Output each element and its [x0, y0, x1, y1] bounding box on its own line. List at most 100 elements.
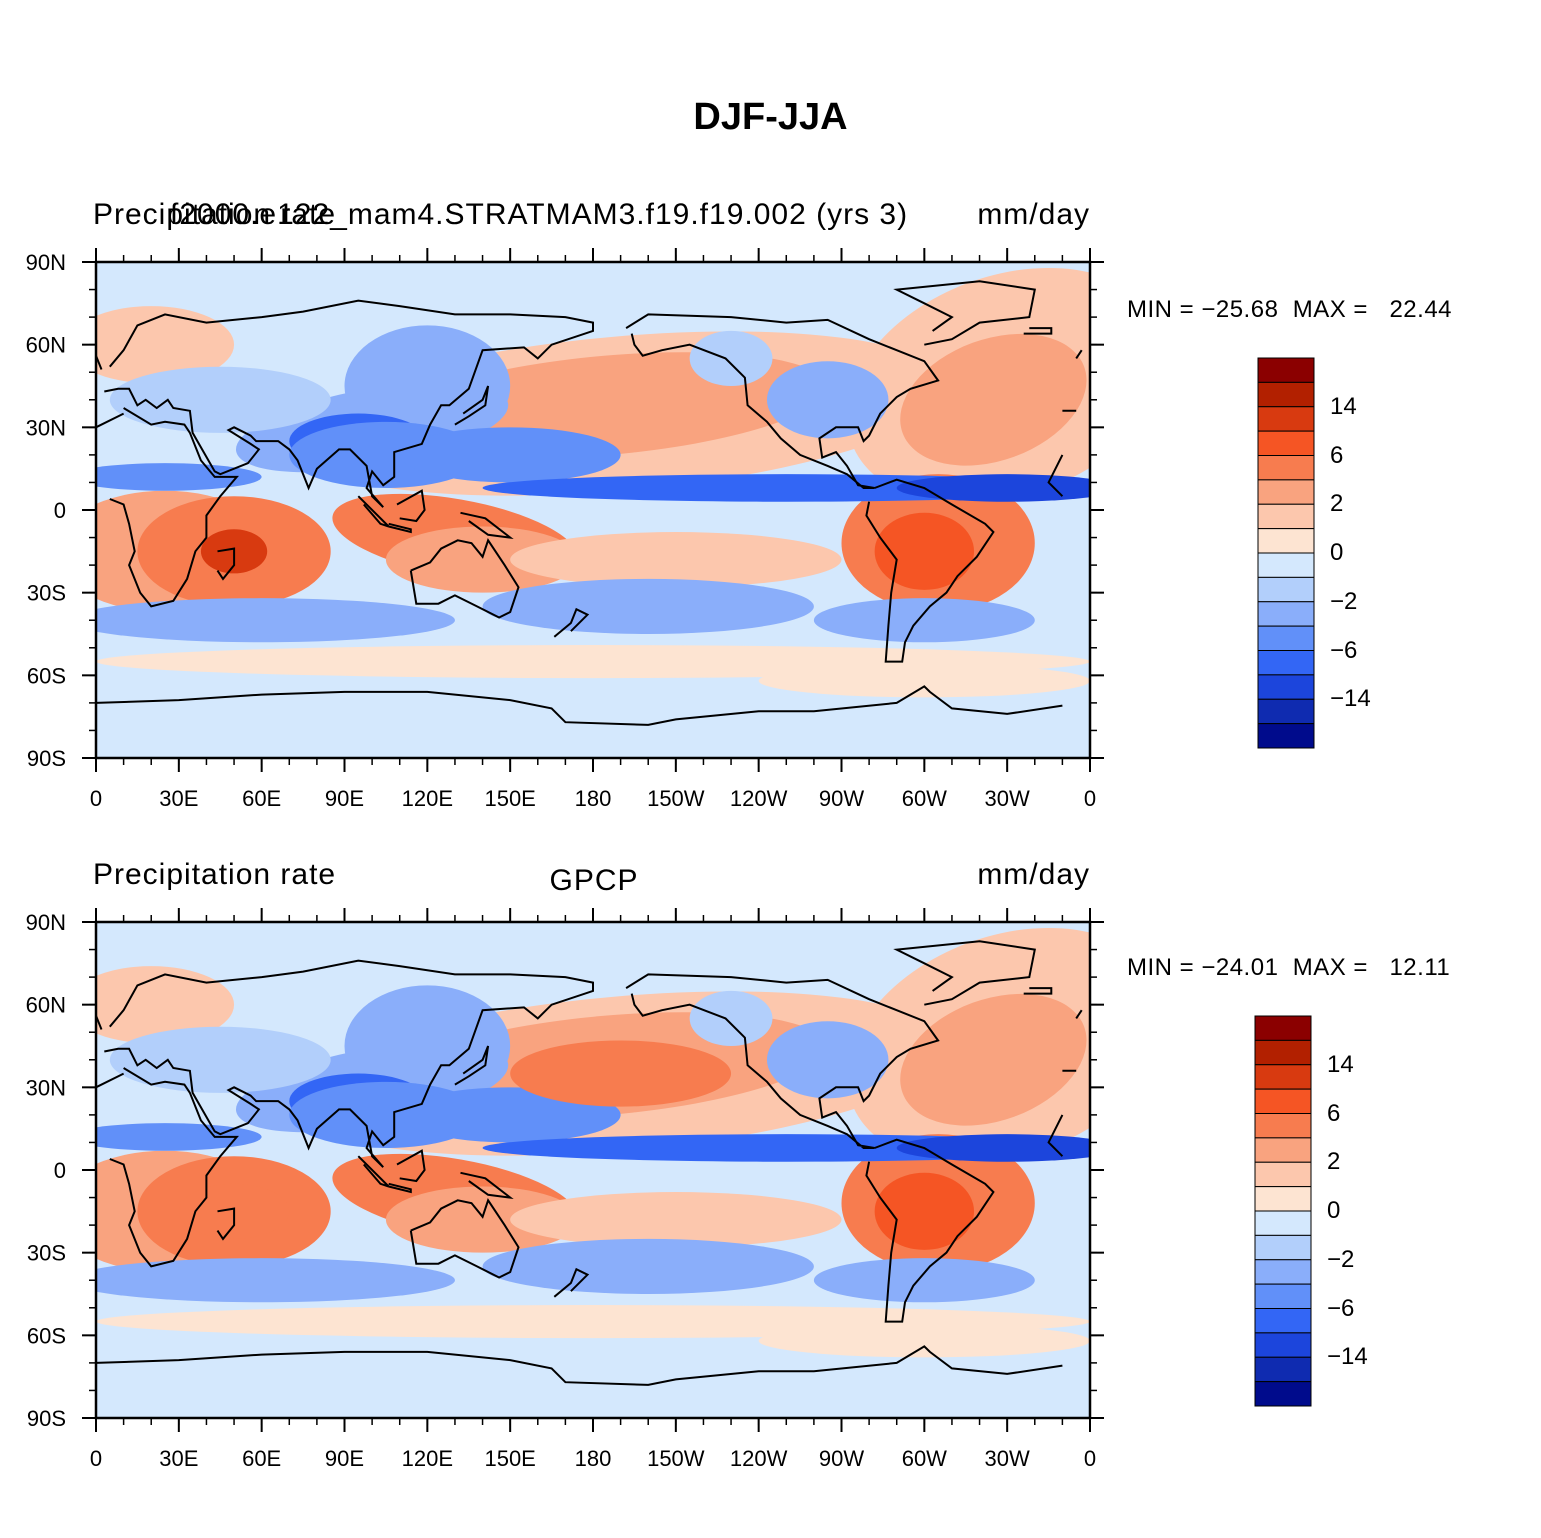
colorbar-swatch: [1257, 625, 1315, 651]
colorbar-swatch: [1254, 1088, 1312, 1114]
min-max-readout: MIN = −24.01 MAX = 12.11: [1127, 954, 1451, 981]
colorbar-swatch: [1254, 1283, 1312, 1309]
lon-tick-label: 30W: [985, 786, 1030, 811]
lon-tick-label: 30W: [985, 1446, 1030, 1471]
colorbar: [1254, 1015, 1312, 1407]
colorbar-swatch: [1254, 1137, 1312, 1163]
colorbar-swatch: [1257, 674, 1315, 700]
precip-difference-map: 0 30E 60E 90E 120E 150E 180 150W 120W 90W 60W 30W 09…: [26, 248, 1104, 811]
lon-tick-label: 180: [575, 786, 612, 811]
panel-center-label: f2000.e122_mam4.STRATMAM3.f19.f19.002 (y…: [170, 198, 909, 231]
lon-tick-label: 0: [90, 1446, 102, 1471]
colorbar-swatch: [1254, 1332, 1312, 1358]
colorbar-label: −2: [1330, 587, 1358, 615]
lat-tick-label: 0: [54, 1158, 66, 1183]
colorbar-label: 14: [1330, 392, 1357, 420]
lon-tick-label: 150W: [647, 1446, 705, 1471]
lat-tick-label: 60N: [26, 333, 66, 358]
lat-tick-label: 30N: [26, 1075, 66, 1100]
colorbar-swatch: [1257, 455, 1315, 481]
lon-tick-label: 150W: [647, 786, 705, 811]
colorbar-label: −14: [1327, 1343, 1368, 1371]
lat-tick-label: 90N: [26, 910, 66, 935]
lon-tick-label: 30E: [159, 786, 198, 811]
precip-difference-map: 0 30E 60E 90E 120E 150E 180 150W 120W 90W 60W 30W 09…: [26, 908, 1104, 1471]
colorbar-swatch: [1254, 1210, 1312, 1236]
lon-tick-label: 180: [575, 1446, 612, 1471]
lat-tick-label: 30S: [27, 581, 66, 606]
colorbar-swatch: [1257, 357, 1315, 383]
lon-tick-label: 120W: [730, 1446, 788, 1471]
colorbar-swatch: [1257, 430, 1315, 456]
lon-tick-label: 30E: [159, 1446, 198, 1471]
lon-tick-label: 90W: [819, 1446, 864, 1471]
colorbar-swatch: [1257, 406, 1315, 432]
colorbar-swatch: [1254, 1161, 1312, 1188]
colorbar-swatch: [1257, 723, 1315, 749]
colorbar-swatch: [1257, 528, 1315, 554]
colorbar-swatch: [1257, 552, 1315, 578]
map-panel-gpcp: Precipitation rate GPCP mm/day MIN = −24…: [0, 858, 1541, 1498]
colorbar-label: 14: [1327, 1050, 1354, 1078]
lat-tick-label: 0: [54, 498, 66, 523]
colorbar-swatch: [1254, 1259, 1312, 1285]
lon-tick-label: 90E: [325, 786, 364, 811]
lat-tick-label: 30S: [27, 1241, 66, 1266]
lat-tick-label: 90S: [27, 746, 66, 771]
lon-tick-label: 60W: [902, 1446, 947, 1471]
lat-tick-label: 60S: [27, 663, 66, 688]
lon-tick-label: 120E: [402, 786, 453, 811]
colorbar-swatch: [1257, 698, 1315, 725]
colorbar-swatch: [1254, 1015, 1312, 1041]
lon-tick-label: 0: [1084, 786, 1096, 811]
lat-tick-label: 60N: [26, 993, 66, 1018]
lon-tick-label: 90E: [325, 1446, 364, 1471]
colorbar-label: 2: [1330, 490, 1344, 518]
colorbar-label: −6: [1327, 1294, 1355, 1322]
colorbar-swatch: [1254, 1356, 1312, 1383]
lat-tick-label: 90S: [27, 1406, 66, 1431]
lon-tick-label: 0: [90, 786, 102, 811]
colorbar-label: 0: [1330, 539, 1344, 566]
colorbar-swatch: [1257, 601, 1315, 627]
lon-tick-label: 0: [1084, 1446, 1096, 1471]
lon-tick-label: 120W: [730, 786, 788, 811]
colorbar-label: −6: [1330, 636, 1358, 664]
panel-units-label: mm/day: [977, 858, 1090, 891]
lon-tick-label: 120E: [402, 1446, 453, 1471]
lat-tick-label: 90N: [26, 250, 66, 275]
panel-left-label: Precipitation rate: [93, 858, 337, 891]
colorbar-label: −2: [1327, 1245, 1355, 1273]
lon-tick-label: 60E: [242, 786, 281, 811]
lon-tick-label: 60W: [902, 786, 947, 811]
colorbar: [1257, 357, 1315, 749]
panel-center-label: GPCP: [549, 864, 639, 897]
min-max-readout: MIN = −25.68 MAX = 22.44: [1127, 296, 1453, 323]
main-title: DJF-JJA: [693, 96, 848, 138]
colorbar-swatch: [1257, 576, 1315, 603]
colorbar-label: 6: [1327, 1099, 1341, 1127]
lat-tick-label: 30N: [26, 415, 66, 440]
lat-tick-label: 60S: [27, 1323, 66, 1348]
lon-tick-label: 60E: [242, 1446, 281, 1471]
map-panel-model: Precipitation rate f2000.e122_mam4.STRAT…: [0, 198, 1541, 838]
colorbar-label: 0: [1327, 1197, 1341, 1224]
lon-tick-label: 150E: [484, 1446, 535, 1471]
colorbar-swatch: [1254, 1064, 1312, 1090]
colorbar-swatch: [1254, 1039, 1312, 1066]
colorbar-swatch: [1257, 479, 1315, 505]
panel-units-label: mm/day: [977, 198, 1090, 231]
colorbar-swatch: [1254, 1381, 1312, 1407]
colorbar-label: 6: [1330, 441, 1344, 469]
colorbar-swatch: [1257, 503, 1315, 530]
colorbar-swatch: [1257, 381, 1315, 408]
lon-tick-label: 150E: [484, 786, 535, 811]
lon-tick-label: 90W: [819, 786, 864, 811]
panel-left-label: Precipitation rate: [93, 198, 337, 231]
colorbar-label: 2: [1327, 1148, 1341, 1176]
colorbar-swatch: [1254, 1186, 1312, 1212]
colorbar-swatch: [1254, 1308, 1312, 1334]
colorbar-swatch: [1257, 650, 1315, 676]
colorbar-label: −14: [1330, 685, 1371, 713]
colorbar-swatch: [1254, 1113, 1312, 1139]
